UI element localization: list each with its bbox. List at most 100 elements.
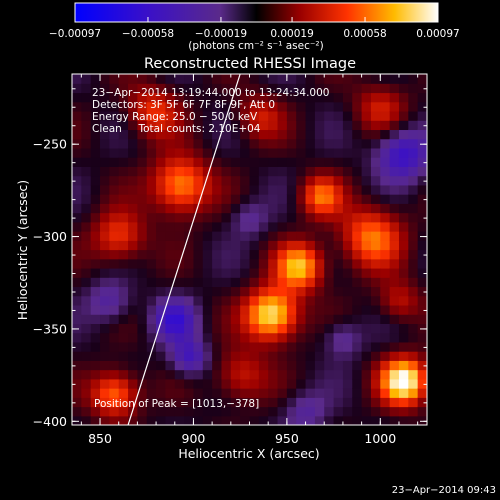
heatmap-cell xyxy=(417,101,427,112)
heatmap-cell xyxy=(286,304,297,315)
heatmap-cell xyxy=(370,295,381,306)
heatmap-cell xyxy=(417,120,427,131)
heatmap-cell xyxy=(100,397,110,408)
heatmap-cell xyxy=(90,74,101,84)
heatmap-cell xyxy=(202,110,213,121)
heatmap-cell xyxy=(333,175,344,186)
heatmap-cell xyxy=(137,314,148,324)
heatmap-cell xyxy=(165,351,176,361)
heatmap-cell xyxy=(72,369,82,380)
heatmap-cell xyxy=(109,360,120,371)
heatmap-cell xyxy=(305,369,316,380)
heatmap-cell xyxy=(240,129,251,140)
heatmap-cell xyxy=(212,101,223,112)
heatmap-cell xyxy=(240,277,251,288)
heatmap-cell xyxy=(184,101,195,112)
heatmap-cell xyxy=(333,184,344,195)
heatmap-cell xyxy=(240,157,251,167)
heatmap-cell xyxy=(156,120,167,131)
heatmap-cell xyxy=(156,83,167,94)
heatmap-cell xyxy=(296,341,307,352)
heatmap-cell xyxy=(417,314,427,324)
heatmap-cell xyxy=(72,120,82,131)
heatmap-cell xyxy=(352,295,363,306)
heatmap-cell xyxy=(296,360,307,371)
heatmap-cell xyxy=(72,184,82,195)
heatmap-cell xyxy=(100,83,110,94)
heatmap-cell xyxy=(417,277,427,288)
heatmap-cell xyxy=(109,166,120,177)
heatmap-cell xyxy=(156,267,167,278)
heatmap-cell xyxy=(240,138,251,149)
heatmap-cell xyxy=(249,147,260,158)
heatmap-cell xyxy=(165,203,176,214)
heatmap-cell xyxy=(296,138,307,149)
heatmap-cell xyxy=(81,110,92,121)
heatmap-cell xyxy=(268,304,279,315)
heatmap-cell xyxy=(193,110,204,121)
heatmap-cell xyxy=(370,323,381,334)
heatmap-cell xyxy=(314,397,325,408)
heatmap-cell xyxy=(100,295,110,306)
heatmap-cell xyxy=(109,295,120,306)
heatmap-cell xyxy=(81,138,92,149)
heatmap-cell xyxy=(380,249,391,260)
heatmap-cell xyxy=(333,221,344,232)
heatmap-cell xyxy=(286,295,297,306)
heatmap-cell xyxy=(305,304,316,315)
heatmap-cell xyxy=(398,120,409,131)
heatmap-cell xyxy=(314,138,325,149)
heatmap-cell xyxy=(100,249,110,260)
heatmap-cell xyxy=(202,406,213,417)
heatmap-cell xyxy=(174,341,185,352)
heatmap-cell xyxy=(100,286,110,297)
heatmap-cell xyxy=(202,129,213,140)
heatmap-cell xyxy=(296,351,307,361)
heatmap-cell xyxy=(72,157,82,167)
heatmap-cell xyxy=(193,369,204,380)
heatmap-cell xyxy=(165,101,176,112)
heatmap-cell xyxy=(100,406,110,417)
heatmap-cell xyxy=(417,295,427,306)
heatmap-cell xyxy=(342,110,353,121)
heatmap-cell xyxy=(370,157,381,167)
heatmap-cell xyxy=(81,175,92,186)
heatmap-cell xyxy=(277,138,288,149)
heatmap-cell xyxy=(398,147,409,158)
heatmap-cell xyxy=(230,332,241,343)
heatmap-cell xyxy=(184,74,195,84)
heatmap-cell xyxy=(72,74,82,84)
heatmap-cell xyxy=(156,175,167,186)
heatmap-cell xyxy=(165,166,176,177)
heatmap-cell xyxy=(118,184,129,195)
heatmap-cell xyxy=(314,240,325,251)
heatmap-cell xyxy=(109,286,120,297)
heatmap-cell xyxy=(230,74,241,84)
heatmap-cell xyxy=(370,415,381,425)
heatmap-cell xyxy=(324,83,335,94)
heatmap-cell xyxy=(221,249,232,260)
heatmap-cell xyxy=(146,286,157,297)
heatmap-cell xyxy=(230,231,241,241)
heatmap-cell xyxy=(146,267,157,278)
heatmap-cell xyxy=(333,360,344,371)
heatmap-cell xyxy=(370,175,381,186)
heatmap-cell xyxy=(90,184,101,195)
heatmap-cell xyxy=(408,388,419,398)
heatmap-cell xyxy=(174,175,185,186)
heatmap-cell xyxy=(258,110,269,121)
heatmap-cell xyxy=(417,286,427,297)
heatmap-cell xyxy=(361,295,372,306)
heatmap-cell xyxy=(417,110,427,121)
heatmap-cell xyxy=(128,332,138,343)
heatmap-cell xyxy=(352,175,363,186)
heatmap-cell xyxy=(352,240,363,251)
heatmap-cell xyxy=(370,166,381,177)
heatmap-cell xyxy=(361,415,372,425)
heatmap-cell xyxy=(408,415,419,425)
heatmap-cell xyxy=(361,203,372,214)
heatmap-cell xyxy=(324,184,335,195)
heatmap-cell xyxy=(230,101,241,112)
heatmap-cell xyxy=(277,314,288,324)
